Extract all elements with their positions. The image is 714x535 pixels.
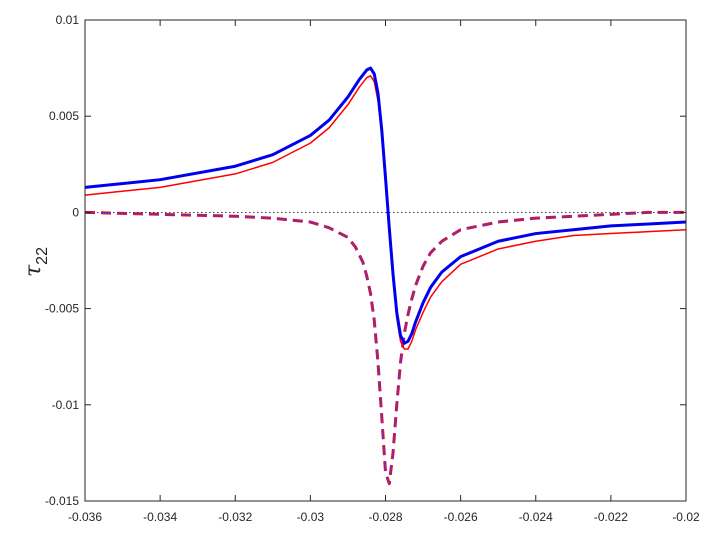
- x-tick-label: -0.03: [297, 510, 325, 524]
- y-axis-label: τ22: [21, 247, 51, 277]
- y-tick-label: -0.005: [45, 302, 79, 316]
- x-tick-label: -0.02: [672, 510, 700, 524]
- y-tick-label: -0.015: [45, 494, 79, 508]
- x-tick-label: -0.028: [368, 510, 402, 524]
- y-tick-label: -0.01: [52, 398, 80, 412]
- ticks-layer: -0.036 -0.034 -0.032 -0.03 -0.028 -0.026 -0.02…: [45, 13, 700, 524]
- x-tick-label: -0.026: [444, 510, 478, 524]
- x-tick-label: -0.022: [594, 510, 628, 524]
- series-line-4: [84, 211, 686, 485]
- x-tick-label: -0.032: [218, 510, 252, 524]
- y-axis-label-subscript: 22: [34, 247, 51, 265]
- plot-background: [85, 20, 686, 501]
- y-axis-label-symbol: τ: [21, 264, 46, 277]
- y-tick-label: 0: [72, 205, 79, 219]
- y-tick-label: 0.01: [56, 13, 80, 27]
- x-tick-label: -0.034: [143, 510, 177, 524]
- x-tick-label: -0.036: [68, 510, 102, 524]
- x-tick-label: -0.024: [519, 510, 553, 524]
- series-line-1: [84, 66, 687, 345]
- y-tick-label: 0.005: [49, 109, 79, 123]
- series-layer: [84, 66, 687, 486]
